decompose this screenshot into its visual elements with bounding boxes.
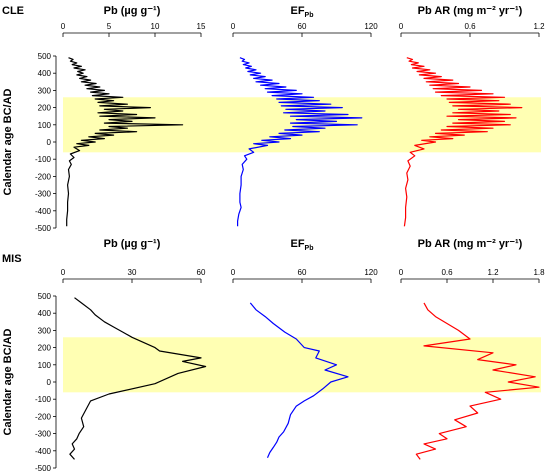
y-tick-label: -200	[35, 172, 52, 181]
x-tick-label: 0	[61, 268, 66, 277]
panel-title: Pb (µg g⁻¹)	[104, 238, 161, 250]
y-tick-label: -500	[35, 224, 52, 233]
profile-line	[403, 57, 523, 227]
x-tick-label: 60	[298, 268, 307, 277]
y-tick-label: 400	[38, 309, 52, 318]
y-axis-label: Calendar age BC/AD	[2, 88, 14, 195]
x-tick-label: 1.2	[487, 268, 499, 277]
x-tick-label: 0	[231, 22, 236, 31]
site-label: CLE	[2, 5, 24, 17]
site-label: MIS	[2, 253, 22, 265]
y-tick-label: -300	[35, 430, 52, 439]
x-tick-label: 0	[231, 268, 236, 277]
y-tick-label: -100	[35, 155, 52, 164]
y-tick-label: 300	[38, 326, 52, 335]
y-tick-label: 400	[38, 69, 52, 78]
x-tick-label: 30	[128, 268, 137, 277]
profile-line	[69, 297, 207, 460]
y-axis-label: Calendar age BC/AD	[2, 328, 14, 435]
x-tick-label: 120	[364, 22, 378, 31]
x-tick-label: 1.8	[533, 268, 545, 277]
x-tick-label: 10	[151, 22, 160, 31]
panel-title-subscript: Pb	[305, 245, 314, 252]
y-tick-label: 200	[38, 104, 52, 113]
panel-title-main: EF	[290, 5, 304, 17]
panel-title-main: EF	[290, 238, 304, 250]
y-tick-label: 200	[38, 344, 52, 353]
x-tick-label: 15	[197, 22, 206, 31]
y-tick-label: -300	[35, 190, 52, 199]
highlight-band	[63, 337, 541, 393]
x-tick-label: 1.2	[533, 22, 545, 31]
panel-title: Pb AR (mg m⁻² yr⁻¹)	[418, 5, 523, 17]
profile-line	[66, 57, 184, 227]
panel-title: Pb (µg g⁻¹)	[104, 5, 161, 17]
y-tick-label: -200	[35, 412, 52, 421]
x-tick-label: 120	[364, 268, 378, 277]
x-tick-label: 0	[61, 22, 66, 31]
x-tick-label: 0.6	[441, 268, 453, 277]
y-tick-label: -400	[35, 447, 52, 456]
profile-line	[415, 302, 540, 460]
panel-title: EFPb	[290, 5, 313, 19]
profile-line	[249, 302, 349, 458]
x-tick-label: 0	[399, 268, 404, 277]
y-tick-label: -100	[35, 395, 52, 404]
y-tick-label: 300	[38, 86, 52, 95]
y-tick-label: 100	[38, 121, 52, 130]
y-tick-label: 0	[47, 378, 52, 387]
y-tick-label: 0	[47, 138, 52, 147]
y-tick-label: 500	[38, 52, 52, 61]
y-tick-label: 100	[38, 361, 52, 370]
x-tick-label: 60	[197, 268, 206, 277]
y-tick-label: -500	[35, 464, 52, 473]
x-tick-label: 60	[298, 22, 307, 31]
x-tick-label: 0	[399, 22, 404, 31]
panel-title: EFPb	[290, 238, 313, 252]
y-tick-label: -400	[35, 207, 52, 216]
panel-title: Pb AR (mg m⁻² yr⁻¹)	[418, 238, 523, 250]
x-tick-label: 0.6	[464, 22, 476, 31]
y-tick-label: 500	[38, 292, 52, 301]
profile-line	[237, 57, 363, 227]
x-tick-label: 5	[107, 22, 112, 31]
panel-title-subscript: Pb	[305, 12, 314, 19]
